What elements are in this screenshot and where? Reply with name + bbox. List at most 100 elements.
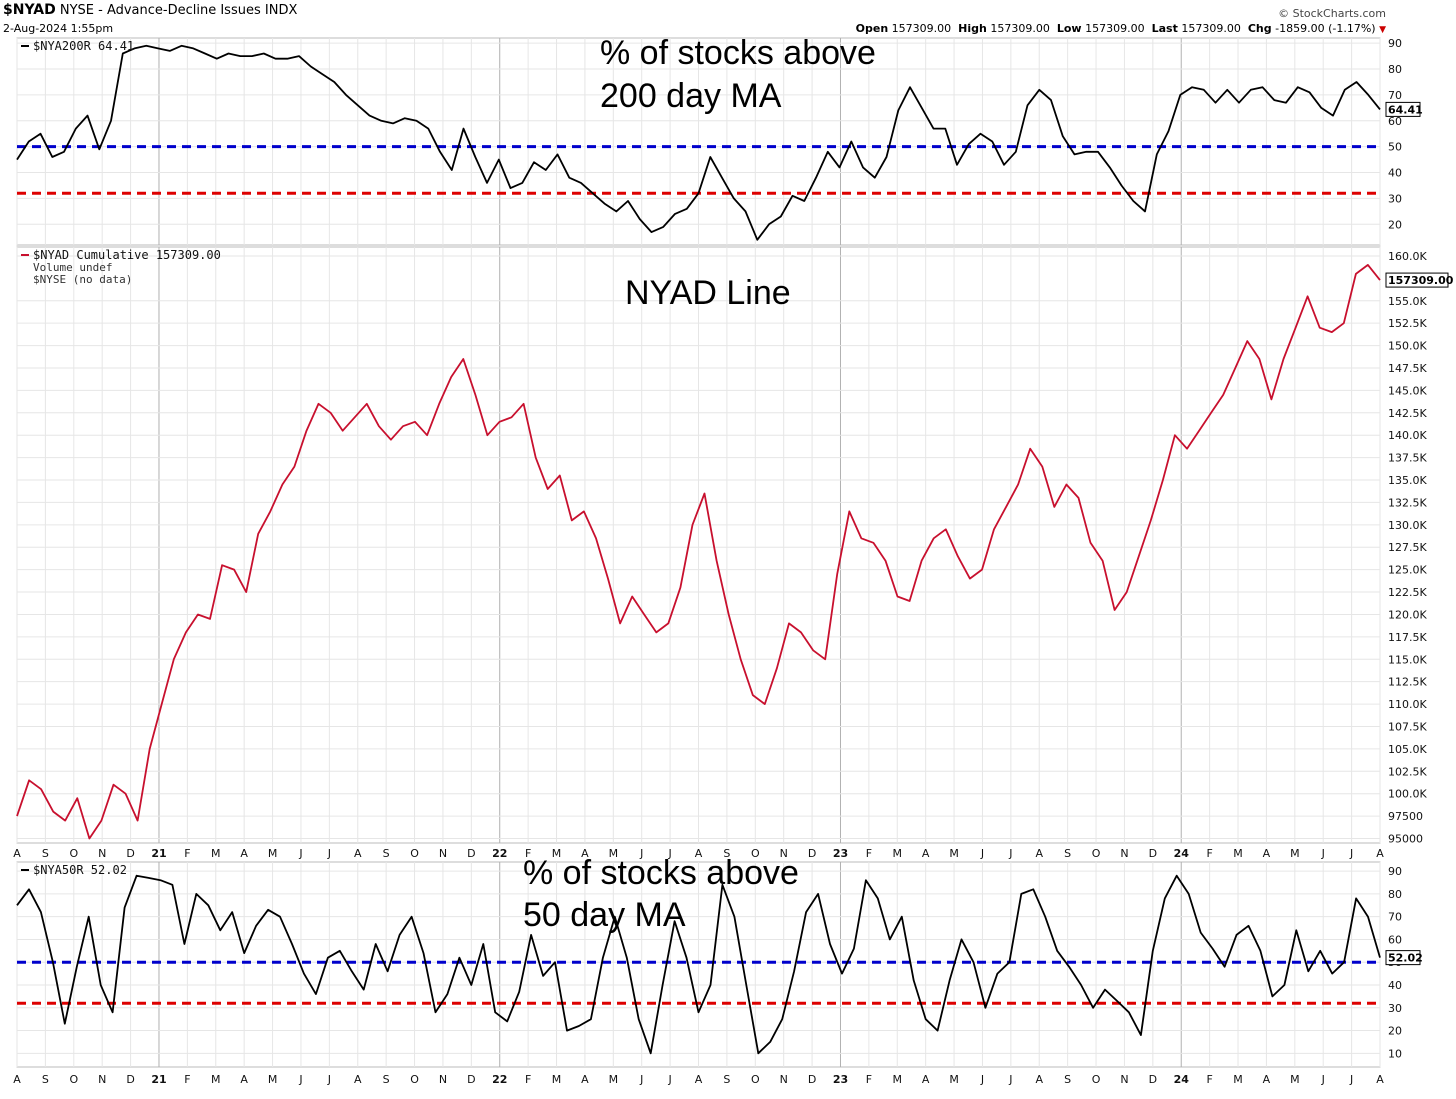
y-tick-nyad-12: 130.0K <box>1388 519 1427 532</box>
x-tick-mid-46: J <box>1321 847 1325 860</box>
x-tick-mid-36: A <box>1035 847 1043 860</box>
y-tick-nyad-13: 127.5K <box>1388 541 1427 554</box>
x-tick-mid-26: O <box>751 847 760 860</box>
y-tick-nyad-7: 142.5K <box>1388 407 1427 420</box>
x-tick-bottom-9: M <box>268 1073 278 1086</box>
x-tick-bottom-2: O <box>69 1073 78 1086</box>
ohlc-bar: Open 157309.00 High 157309.00 Low 157309… <box>856 22 1386 35</box>
x-tick-mid-37: S <box>1064 847 1071 860</box>
x-tick-mid-10: J <box>298 847 302 860</box>
y-tick-nyad-15: 122.5K <box>1388 586 1427 599</box>
x-tick-mid-35: J <box>1008 847 1012 860</box>
x-tick-bottom-18: F <box>525 1073 531 1086</box>
last-value-nya200r: 64.41 <box>1388 103 1423 116</box>
x-tick-mid-43: M <box>1233 847 1243 860</box>
x-tick-bottom-32: A <box>922 1073 930 1086</box>
y-tick-nya50r-0: 90 <box>1388 865 1402 878</box>
y-tick-nya200r-7: 20 <box>1388 218 1402 231</box>
y-tick-nyad-18: 115.0K <box>1388 653 1427 666</box>
y-tick-nyad-16: 120.0K <box>1388 608 1427 621</box>
x-tick-mid-15: N <box>439 847 447 860</box>
x-tick-mid-14: O <box>410 847 419 860</box>
open-value: 157309.00 <box>891 22 952 35</box>
x-tick-bottom-8: A <box>240 1073 248 1086</box>
x-tick-bottom-37: S <box>1064 1073 1071 1086</box>
x-tick-mid-2: O <box>69 847 78 860</box>
y-tick-nyad-3: 152.5K <box>1388 317 1427 330</box>
x-tick-bottom-16: D <box>467 1073 475 1086</box>
x-tick-bottom-4: D <box>126 1073 134 1086</box>
x-tick-bottom-35: J <box>1008 1073 1012 1086</box>
x-tick-bottom-41: 24 <box>1174 1073 1190 1086</box>
legend-nyse: $NYSE (no data) <box>33 273 132 286</box>
series-line-nya50r <box>16 874 1381 1055</box>
x-tick-bottom-45: M <box>1290 1073 1300 1086</box>
y-tick-nya50r-3: 60 <box>1388 933 1402 946</box>
x-tick-mid-1: S <box>42 847 49 860</box>
y-tick-nyad-11: 132.5K <box>1388 496 1427 509</box>
y-tick-nyad-10: 135.0K <box>1388 474 1427 487</box>
y-tick-nyad-25: 97500 <box>1388 810 1423 823</box>
x-tick-mid-39: N <box>1120 847 1128 860</box>
x-tick-mid-6: F <box>184 847 190 860</box>
x-tick-bottom-17: 22 <box>492 1073 507 1086</box>
last-value-box-nyad <box>1385 272 1449 288</box>
high-label: High <box>958 22 987 35</box>
x-tick-mid-32: A <box>922 847 930 860</box>
x-tick-bottom-13: S <box>383 1073 390 1086</box>
y-tick-nya200r-5: 40 <box>1388 167 1402 180</box>
x-tick-mid-3: N <box>98 847 106 860</box>
y-tick-nya200r-4: 50 <box>1388 141 1402 154</box>
x-tick-mid-33: M <box>949 847 959 860</box>
x-tick-mid-40: D <box>1149 847 1157 860</box>
x-tick-bottom-27: N <box>780 1073 788 1086</box>
x-tick-bottom-19: M <box>552 1073 562 1086</box>
x-tick-bottom-26: O <box>751 1073 760 1086</box>
y-tick-nyad-22: 105.0K <box>1388 743 1427 756</box>
last-value-nyad: 157309.00 <box>1388 274 1454 287</box>
y-tick-nya200r-1: 80 <box>1388 63 1402 76</box>
x-tick-mid-29: 23 <box>833 847 848 860</box>
x-tick-mid-41: 24 <box>1174 847 1190 860</box>
chart-date: 2-Aug-2024 1:55pm <box>3 22 114 35</box>
x-tick-mid-18: F <box>525 847 531 860</box>
x-tick-mid-24: A <box>695 847 703 860</box>
x-tick-bottom-43: M <box>1233 1073 1243 1086</box>
y-tick-nyad-24: 100.0K <box>1388 788 1427 801</box>
x-tick-bottom-42: F <box>1206 1073 1212 1086</box>
y-tick-nyad-14: 125.0K <box>1388 564 1427 577</box>
x-tick-bottom-28: D <box>808 1073 816 1086</box>
symbol: $NYAD <box>3 2 56 18</box>
y-tick-nyad-26: 95000 <box>1388 833 1423 846</box>
x-tick-bottom-44: A <box>1263 1073 1271 1086</box>
y-tick-nya200r-6: 30 <box>1388 192 1402 205</box>
y-tick-nyad-6: 145.0K <box>1388 384 1427 397</box>
open-label: Open <box>855 22 889 35</box>
high-value: 157309.00 <box>990 22 1050 35</box>
series-line-nyad <box>16 264 1381 840</box>
x-tick-bottom-21: M <box>609 1073 619 1086</box>
x-tick-bottom-5: 21 <box>151 1073 166 1086</box>
x-tick-mid-19: M <box>552 847 562 860</box>
y-tick-nya50r-2: 70 <box>1388 911 1402 924</box>
x-tick-mid-4: D <box>126 847 134 860</box>
x-tick-mid-42: F <box>1206 847 1212 860</box>
last-value-box-nya200r <box>1385 101 1421 117</box>
x-tick-mid-5: 21 <box>151 847 166 860</box>
x-tick-mid-7: M <box>211 847 221 860</box>
x-tick-bottom-6: F <box>184 1073 190 1086</box>
y-tick-nyad-4: 150.0K <box>1388 340 1427 353</box>
last-value-nya50r: 52.02 <box>1388 952 1423 965</box>
x-tick-bottom-24: A <box>695 1073 703 1086</box>
x-tick-mid-0: A <box>13 847 21 860</box>
legend-nyad: $NYAD Cumulative 157309.00 <box>33 248 221 262</box>
source-credit: © StockCharts.com <box>1278 7 1386 20</box>
x-tick-mid-8: A <box>240 847 248 860</box>
x-tick-bottom-14: O <box>410 1073 419 1086</box>
y-tick-nya50r-6: 30 <box>1388 1002 1402 1015</box>
x-tick-bottom-7: M <box>211 1073 221 1086</box>
x-tick-mid-44: A <box>1263 847 1271 860</box>
x-tick-bottom-20: A <box>581 1073 589 1086</box>
x-tick-mid-21: M <box>609 847 619 860</box>
